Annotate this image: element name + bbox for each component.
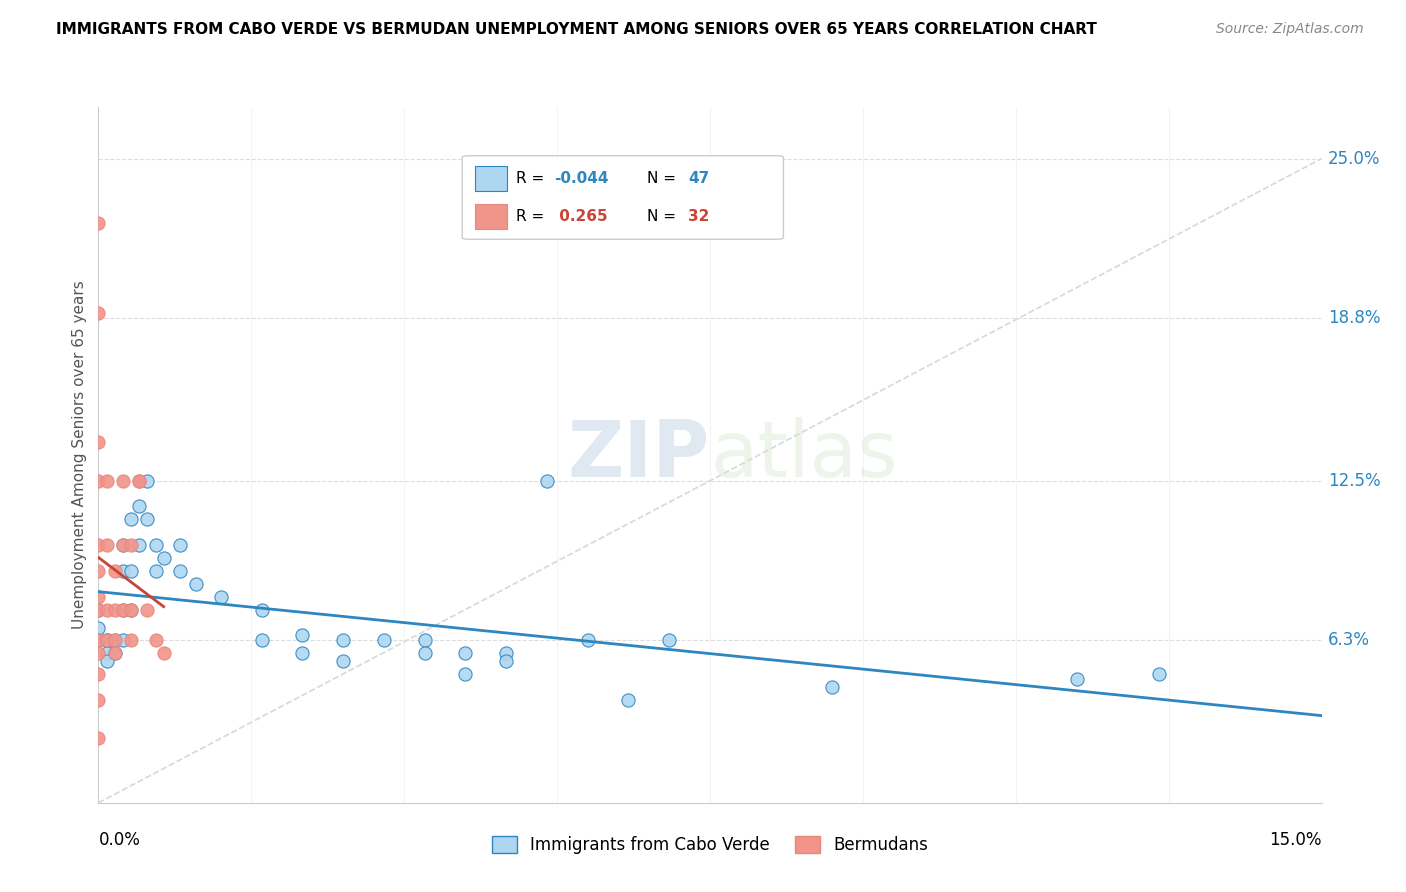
Legend: Immigrants from Cabo Verde, Bermudans: Immigrants from Cabo Verde, Bermudans xyxy=(485,829,935,861)
Point xyxy=(128,474,150,488)
Point xyxy=(104,646,127,660)
Point xyxy=(87,667,110,681)
Text: Source: ZipAtlas.com: Source: ZipAtlas.com xyxy=(1216,22,1364,37)
Point xyxy=(111,602,134,616)
Point xyxy=(111,538,134,552)
Point xyxy=(413,633,436,648)
Point xyxy=(120,538,142,552)
Point xyxy=(821,680,844,694)
Point xyxy=(87,602,110,616)
Point xyxy=(87,564,110,578)
Point xyxy=(111,602,134,616)
Point xyxy=(87,474,110,488)
Point xyxy=(617,692,640,706)
Point xyxy=(291,628,314,642)
Point xyxy=(1147,667,1170,681)
Point xyxy=(658,633,681,648)
Point xyxy=(120,602,142,616)
Point xyxy=(104,564,127,578)
Point xyxy=(87,633,110,648)
Text: 12.5%: 12.5% xyxy=(1327,472,1381,490)
Point xyxy=(111,633,134,648)
Point xyxy=(120,512,142,526)
Point xyxy=(120,633,142,648)
Point xyxy=(87,435,110,450)
Point xyxy=(111,538,134,552)
Point xyxy=(169,538,191,552)
Point xyxy=(87,216,110,230)
Text: 6.3%: 6.3% xyxy=(1327,632,1369,649)
Point xyxy=(96,633,118,648)
Point xyxy=(454,646,477,660)
Point xyxy=(454,667,477,681)
Text: 25.0%: 25.0% xyxy=(1327,150,1381,168)
Point xyxy=(104,646,127,660)
Point xyxy=(152,551,174,566)
Point xyxy=(96,646,118,660)
Point xyxy=(250,633,273,648)
Point xyxy=(152,646,174,660)
Point xyxy=(104,633,127,648)
Text: 0.0%: 0.0% xyxy=(98,830,141,848)
Point xyxy=(209,590,232,604)
Point xyxy=(413,646,436,660)
Point xyxy=(576,633,599,648)
Text: IMMIGRANTS FROM CABO VERDE VS BERMUDAN UNEMPLOYMENT AMONG SENIORS OVER 65 YEARS : IMMIGRANTS FROM CABO VERDE VS BERMUDAN U… xyxy=(56,22,1097,37)
Point xyxy=(145,538,167,552)
Point xyxy=(87,306,110,320)
Point xyxy=(96,474,118,488)
Point xyxy=(120,564,142,578)
Text: 18.8%: 18.8% xyxy=(1327,310,1381,327)
Text: ZIP: ZIP xyxy=(568,417,710,493)
Point xyxy=(536,474,558,488)
Point xyxy=(111,474,134,488)
Point xyxy=(96,654,118,668)
Point xyxy=(136,602,159,616)
Point xyxy=(87,621,110,635)
Point xyxy=(104,602,127,616)
Point xyxy=(96,602,118,616)
Point xyxy=(87,590,110,604)
Point xyxy=(87,731,110,746)
Point xyxy=(96,633,118,648)
Point xyxy=(495,646,517,660)
Point xyxy=(332,654,354,668)
Point xyxy=(96,538,118,552)
Point xyxy=(111,564,134,578)
Text: 15.0%: 15.0% xyxy=(1270,830,1322,848)
Point xyxy=(120,602,142,616)
Point xyxy=(104,633,127,648)
Point xyxy=(186,576,208,591)
Point xyxy=(145,564,167,578)
Point xyxy=(169,564,191,578)
Point xyxy=(495,654,517,668)
Point xyxy=(332,633,354,648)
Point xyxy=(128,474,150,488)
Point xyxy=(136,474,159,488)
Point xyxy=(87,538,110,552)
Point xyxy=(128,500,150,514)
Point xyxy=(87,633,110,648)
Point xyxy=(128,538,150,552)
Point xyxy=(96,633,118,648)
Point xyxy=(1066,672,1088,686)
Y-axis label: Unemployment Among Seniors over 65 years: Unemployment Among Seniors over 65 years xyxy=(72,281,87,629)
Text: atlas: atlas xyxy=(710,417,897,493)
Point xyxy=(87,602,110,616)
Point xyxy=(291,646,314,660)
Point xyxy=(373,633,395,648)
Point xyxy=(250,602,273,616)
Point xyxy=(136,512,159,526)
Point xyxy=(145,633,167,648)
Point xyxy=(87,646,110,660)
Point xyxy=(87,692,110,706)
